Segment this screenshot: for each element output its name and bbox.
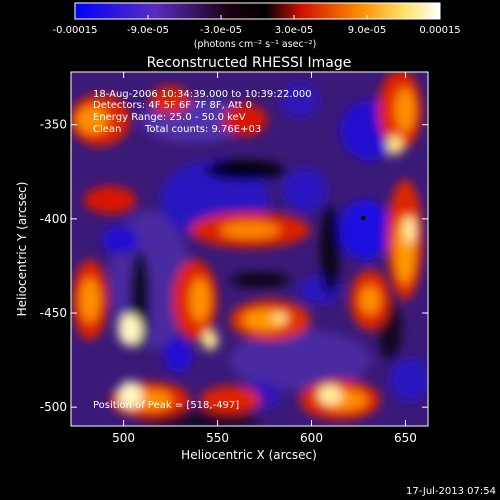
x-tick-label: 500 <box>112 431 135 445</box>
y-tick-label: -500 <box>40 400 67 414</box>
plot-frame <box>70 71 429 427</box>
x-axis-ticks: 500 550 600 650 <box>112 72 417 445</box>
y-tick-label: -350 <box>40 118 67 132</box>
y-tick-label: -400 <box>40 212 67 226</box>
colorbar-unit-label: (photons cm⁻² s⁻¹ asec⁻²) <box>194 39 317 50</box>
peak-marker <box>361 216 365 220</box>
colorbar-tick-label: 3.0e-05 <box>275 25 313 36</box>
annotation-peak: Position of Peak = [518,-497] <box>93 400 239 411</box>
y-tick-label: -450 <box>40 306 67 320</box>
colorbar-tick-label: -0.00015 <box>53 25 98 36</box>
colorbar-tick-label: -3.0e-05 <box>200 25 242 36</box>
annotation-method: Clean <box>93 124 121 135</box>
colorbar-ticks: -0.00015 -9.0e-05 -3.0e-05 3.0e-05 9.0e-05 0.… <box>53 15 461 36</box>
annotation-time: 18-Aug-2006 10:34:39.000 to 10:39:22.000 <box>93 89 312 100</box>
x-tick-label: 650 <box>394 431 417 445</box>
chart-title: Reconstructed RHESSI Image <box>147 55 352 71</box>
x-tick-label: 600 <box>300 431 323 445</box>
colorbar-tick-label: 9.0e-05 <box>348 25 386 36</box>
annotation-energy: Energy Range: 25.0 - 50.0 keV <box>93 112 246 123</box>
heatmap-image <box>71 72 428 426</box>
footer-date: 17-Jul-2013 07:54 <box>406 486 496 497</box>
annotation-counts: Total counts: 9.76E+03 <box>144 124 261 135</box>
colorbar-tick-label: -9.0e-05 <box>127 25 169 36</box>
annotation-detectors: Detectors: 4F 5F 6F 7F 8F, Att 0 <box>93 100 252 111</box>
y-axis-ticks: -350 -400 -450 -500 <box>40 118 428 414</box>
x-tick-label: 550 <box>206 431 229 445</box>
y-axis-label: Heliocentric Y (arcsec) <box>15 182 29 317</box>
colorbar-tick-label: 0.00015 <box>419 25 460 36</box>
x-axis-label: Heliocentric X (arcsec) <box>181 448 317 462</box>
colorbar <box>74 2 441 20</box>
